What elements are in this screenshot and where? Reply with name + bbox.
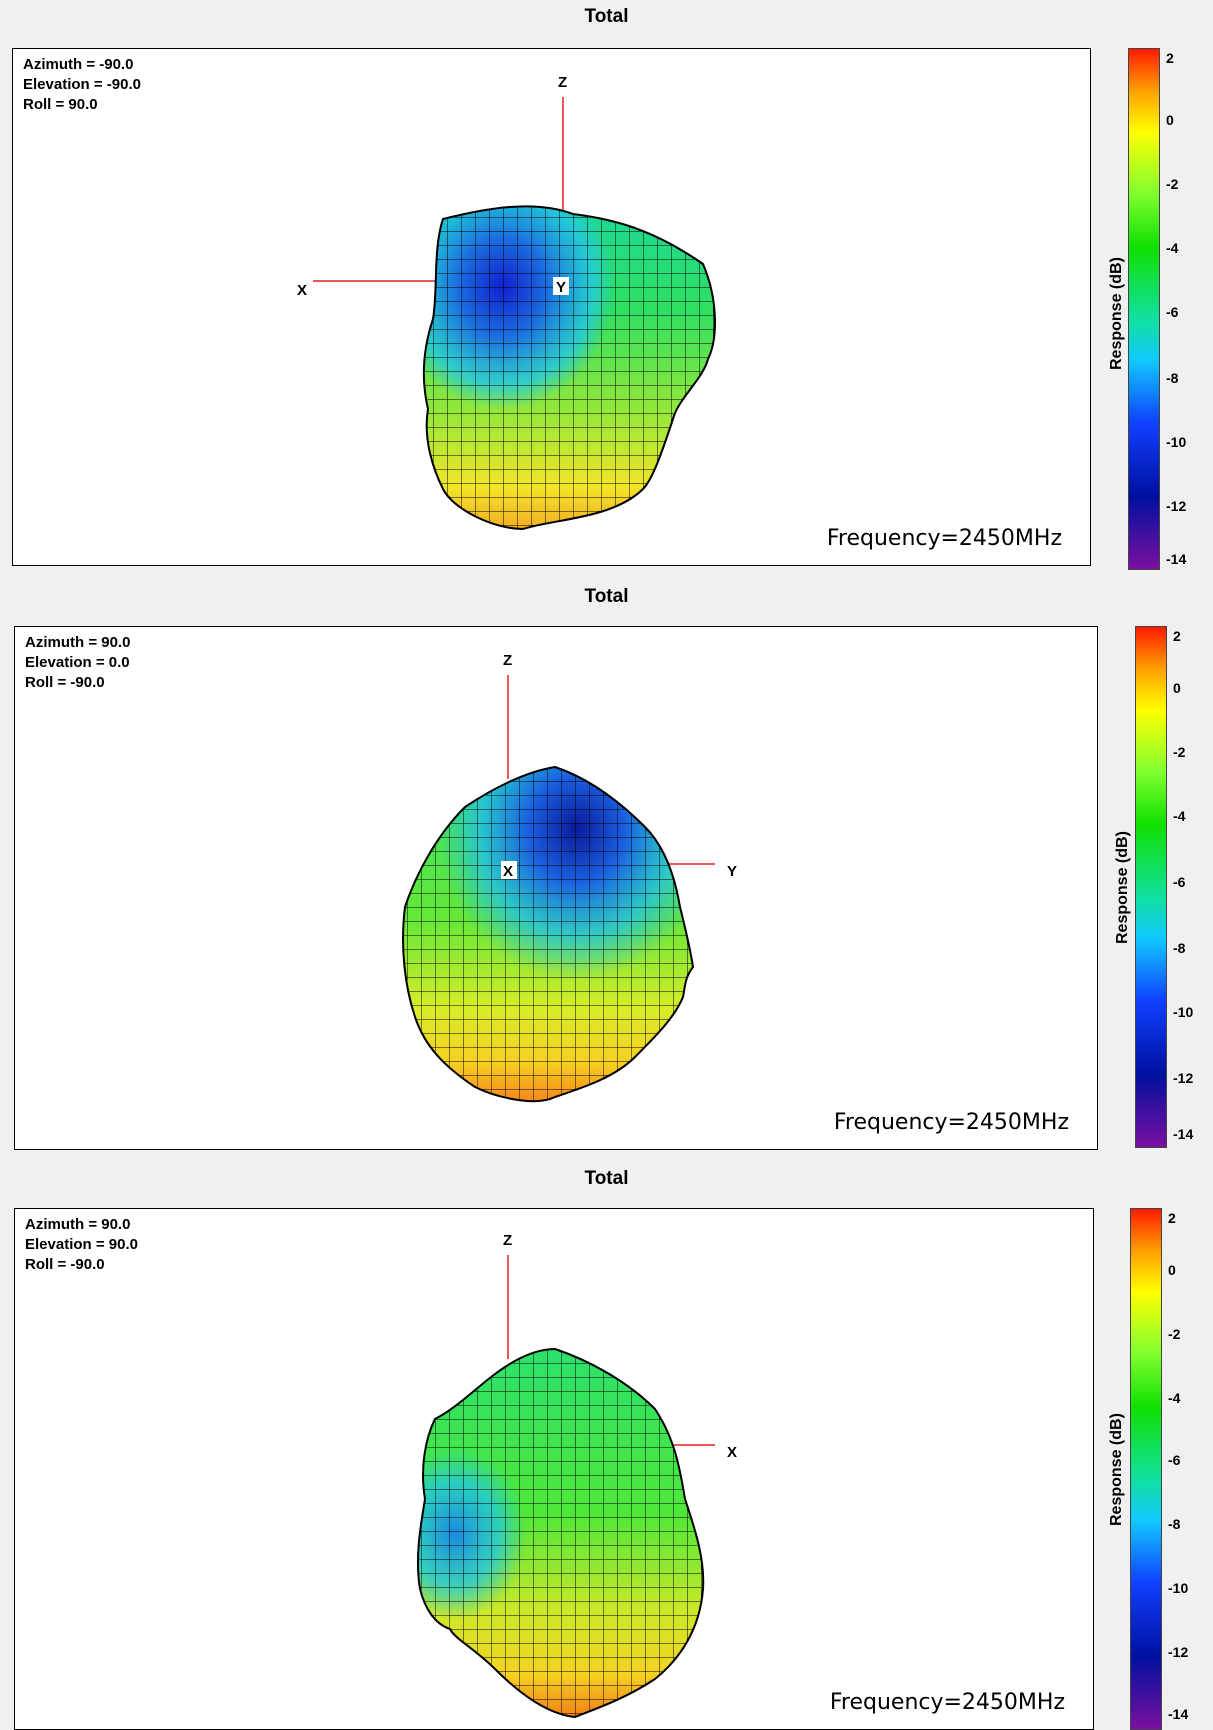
plot-panel-3: Total Azimuth = 90.0 Elevation = 90.0 Ro…: [0, 1162, 1213, 1730]
colorbar-tick: -2: [1173, 744, 1186, 760]
colorbar-tick: -14: [1168, 1706, 1189, 1722]
elevation-readout: Elevation = 0.0: [25, 654, 130, 671]
plot-panel-1: Total Azimuth = -90.0 Elevation = -90.0 …: [0, 0, 1213, 580]
colorbar-tick: 2: [1168, 1210, 1176, 1226]
colorbar-tick: -14: [1173, 1126, 1194, 1142]
radiation-surface: [417, 1349, 704, 1717]
colorbar-tick: -10: [1173, 1004, 1194, 1020]
x-axis-label: X: [727, 1444, 737, 1461]
plot-panel-2: Total Azimuth = 90.0 Elevation = 0.0 Rol…: [0, 580, 1213, 1160]
roll-readout: Roll = 90.0: [23, 96, 98, 113]
colorbar-tick: -10: [1168, 1580, 1189, 1596]
colorbar-tick: -2: [1166, 176, 1179, 192]
z-axis-label: Z: [503, 1232, 512, 1249]
x-axis-label: X: [297, 282, 307, 299]
colorbar-tick: -6: [1168, 1452, 1181, 1468]
colorbar: 2 0 -2 -4 -6 -8 -10 -12 -14: [1130, 1208, 1210, 1730]
colorbar-tick: 0: [1173, 680, 1181, 696]
colorbar-gradient: [1128, 48, 1160, 570]
colorbar-tick: -12: [1166, 498, 1187, 514]
plot-area[interactable]: Azimuth = 90.0 Elevation = 0.0 Roll = -9…: [14, 626, 1098, 1150]
colorbar-tick: -4: [1168, 1390, 1181, 1406]
colorbar-tick: -8: [1173, 940, 1186, 956]
roll-readout: Roll = -90.0: [25, 674, 105, 691]
colorbar-tick: -8: [1166, 370, 1179, 386]
azimuth-readout: Azimuth = 90.0: [25, 634, 131, 651]
elevation-readout: Elevation = 90.0: [25, 1236, 138, 1253]
colorbar-tick: -6: [1173, 874, 1186, 890]
azimuth-readout: Azimuth = -90.0: [23, 56, 134, 73]
radiation-surface: [403, 767, 693, 1102]
roll-readout: Roll = -90.0: [25, 1256, 105, 1273]
pattern-scene: Z X Y: [297, 74, 716, 531]
y-axis-label: Y: [556, 279, 566, 296]
x-axis-label: X: [503, 863, 513, 880]
colorbar-tick: -6: [1166, 304, 1179, 320]
colorbar-tick: 2: [1166, 50, 1174, 66]
colorbar-tick: -4: [1166, 240, 1179, 256]
colorbar-gradient: [1130, 1208, 1162, 1730]
colorbar-tick: 2: [1173, 628, 1181, 644]
pattern-scene: Z X Y: [402, 652, 737, 1103]
plot-title: Total: [584, 586, 629, 607]
colorbar-tick: 0: [1168, 1262, 1176, 1278]
colorbar: 2 0 -2 -4 -6 -8 -10 -12 -14: [1135, 626, 1213, 1148]
pattern-scene: Z X: [416, 1232, 737, 1719]
radiation-surface: [423, 206, 715, 529]
view-parameters: Azimuth = 90.0 Elevation = 90.0 Roll = -…: [25, 1215, 138, 1275]
view-parameters: Azimuth = -90.0 Elevation = -90.0 Roll =…: [23, 55, 141, 115]
plot-title: Total: [584, 6, 629, 27]
frequency-annotation: Frequency=2450MHz: [833, 1110, 1069, 1135]
elevation-readout: Elevation = -90.0: [23, 76, 141, 93]
plot-title: Total: [584, 1168, 629, 1189]
colorbar: 2 0 -2 -4 -6 -8 -10 -12 -14: [1128, 48, 1208, 570]
z-axis-label: Z: [503, 652, 512, 669]
plot-area[interactable]: Azimuth = -90.0 Elevation = -90.0 Roll =…: [12, 48, 1091, 566]
colorbar-tick: 0: [1166, 112, 1174, 128]
view-parameters: Azimuth = 90.0 Elevation = 0.0 Roll = -9…: [25, 633, 130, 693]
colorbar-label: Response (dB): [1108, 1413, 1125, 1526]
colorbar-tick: -2: [1168, 1326, 1181, 1342]
colorbar-tick: -14: [1166, 551, 1187, 567]
plot-area[interactable]: Azimuth = 90.0 Elevation = 90.0 Roll = -…: [14, 1208, 1094, 1730]
colorbar-label: Response (dB): [1114, 831, 1131, 944]
colorbar-tick: -10: [1166, 434, 1187, 450]
colorbar-gradient: [1135, 626, 1167, 1148]
colorbar-label: Response (dB): [1108, 257, 1125, 370]
azimuth-readout: Azimuth = 90.0: [25, 1216, 131, 1233]
frequency-annotation: Frequency=2450MHz: [829, 1690, 1065, 1715]
colorbar-tick: -8: [1168, 1516, 1181, 1532]
colorbar-tick: -4: [1173, 808, 1186, 824]
y-axis-label: Y: [727, 863, 737, 880]
colorbar-tick: -12: [1168, 1644, 1189, 1660]
colorbar-tick: -12: [1173, 1070, 1194, 1086]
frequency-annotation: Frequency=2450MHz: [826, 526, 1062, 551]
z-axis-label: Z: [558, 74, 567, 91]
